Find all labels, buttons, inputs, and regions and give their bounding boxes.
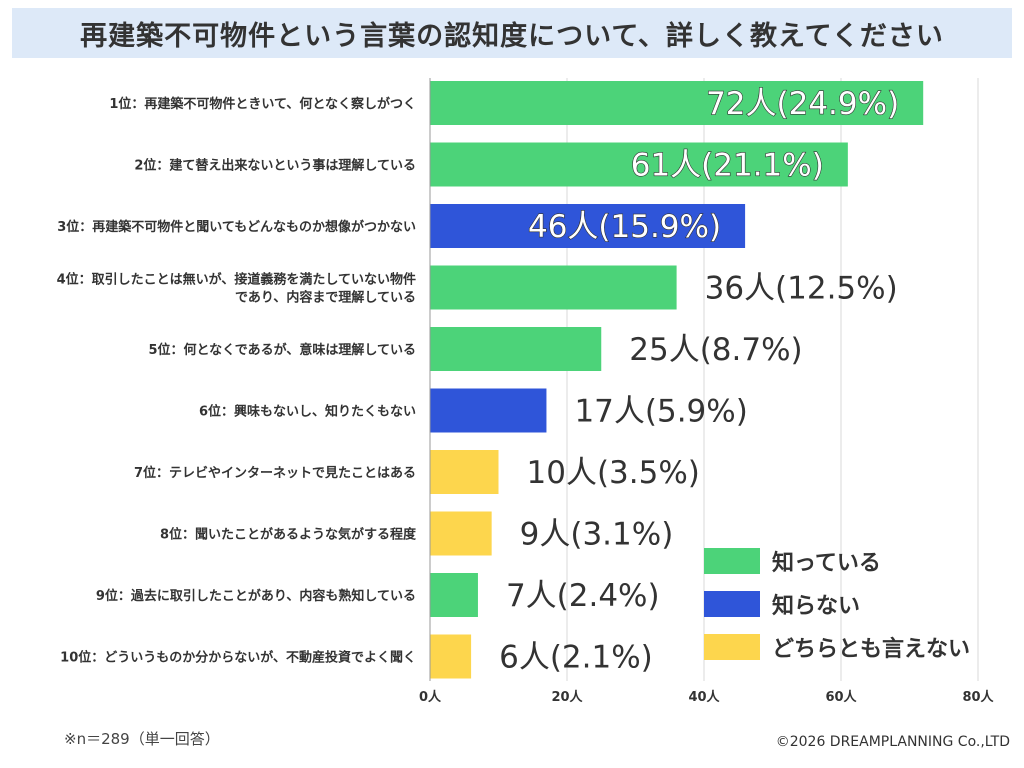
bar: [430, 634, 472, 679]
x-tick-label: 0人: [419, 689, 442, 705]
sample-size-note: ※n＝289（単一回答）: [64, 730, 220, 748]
category-label: 3位：再建築不可物件と聞いてもどんなものか想像がつかない: [57, 219, 416, 235]
bar: [430, 204, 746, 248]
bar: [430, 142, 848, 187]
value-label: 17人(5.9%): [574, 394, 747, 430]
category-label: 1位：再建築不可物件ときいて、何となく察しがつく: [109, 96, 416, 112]
category-label: 10位：どういうものか分からないが、不動産投資でよく聞く: [60, 650, 416, 666]
category-label: 2位：建て替え出来ないという事は理解している: [134, 158, 416, 174]
legend-swatch: [704, 548, 760, 574]
bar: [430, 388, 547, 433]
bar: [430, 511, 492, 556]
x-tick-label: 80人: [962, 689, 994, 705]
title-band: 再建築不可物件という言葉の認知度について、詳しく教えてください: [12, 8, 1012, 58]
legend-swatch: [704, 634, 760, 660]
category-label: 4位：取引したことは無いが、接道義務を満たしていない物件: [57, 272, 416, 288]
bar: [430, 81, 924, 125]
bar: [430, 450, 499, 494]
legend-swatch: [704, 591, 760, 617]
legend-label: 知らない: [772, 593, 860, 619]
x-tick-label: 40人: [688, 689, 720, 705]
bar: [430, 265, 677, 310]
legend-label: どちらとも言えない: [772, 636, 970, 662]
legend-label: 知っている: [772, 550, 881, 576]
x-tick-label: 20人: [551, 689, 583, 705]
copyright-credit: ©2026 DREAMPLANNING Co.,LTD: [775, 734, 1010, 750]
value-label: 6人(2.1%): [499, 640, 653, 676]
category-label: 6位：興味もないし、知りたくもない: [199, 404, 416, 420]
x-tick-label: 60人: [825, 689, 857, 705]
value-label: 10人(3.5%): [527, 455, 700, 491]
category-label: 9位：過去に取引したことがあり、内容も熟知している: [96, 588, 416, 604]
category-label: 8位：聞いたことがあるような気がする程度: [160, 527, 417, 543]
bar: [430, 573, 478, 617]
value-label: 46人(15.9%): [528, 209, 721, 245]
value-label: 72人(24.9%): [706, 86, 899, 122]
category-label: であり、内容まで理解している: [235, 290, 416, 306]
bar: [430, 327, 602, 371]
value-label: 36人(12.5%): [705, 271, 898, 307]
value-label: 7人(2.4%): [506, 578, 660, 614]
value-label: 25人(8.7%): [629, 332, 802, 368]
chart-title: 再建築不可物件という言葉の認知度について、詳しく教えてください: [80, 20, 944, 52]
category-label: 7位：テレビやインターネットで見たことはある: [134, 465, 416, 481]
value-label: 9人(3.1%): [520, 517, 674, 553]
category-label: 5位：何となくであるが、意味は理解している: [149, 342, 417, 358]
value-label: 61人(21.1%): [631, 148, 824, 184]
